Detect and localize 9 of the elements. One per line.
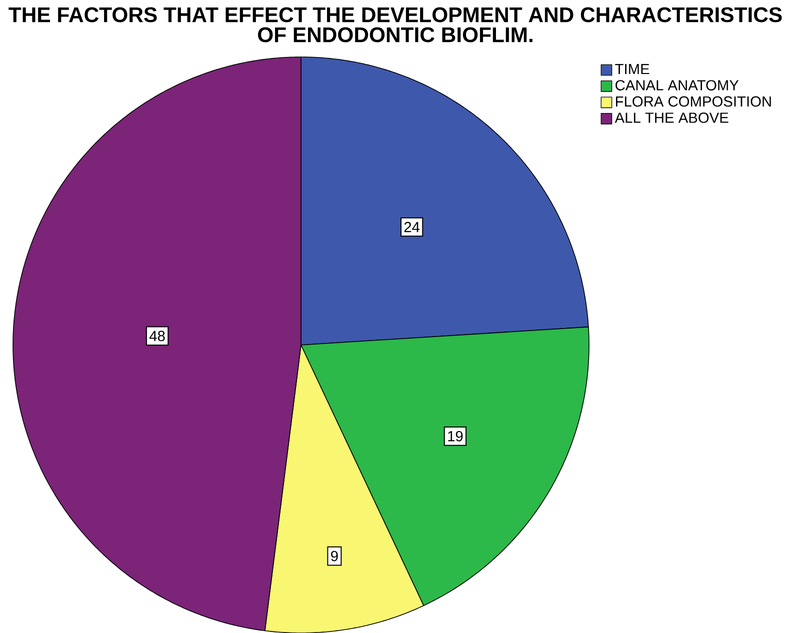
chart-title: THE FACTORS THAT EFFECT THE DEVELOPMENT AND CHARACTERISTICS OF ENDODONTIC BIOFLIM.: [8, 7, 782, 42]
data-label: 19: [448, 431, 463, 442]
legend-label: ALL THE ABOVE: [614, 112, 728, 123]
legend-label: TIME: [615, 64, 650, 74]
legend-label: CANAL ANATOMY: [616, 80, 739, 90]
legend-label: FLORA COMPOSITION: [616, 96, 771, 107]
data-label: 9: [331, 550, 338, 562]
data-label: 48: [149, 330, 165, 342]
data-label: 24: [404, 222, 420, 232]
